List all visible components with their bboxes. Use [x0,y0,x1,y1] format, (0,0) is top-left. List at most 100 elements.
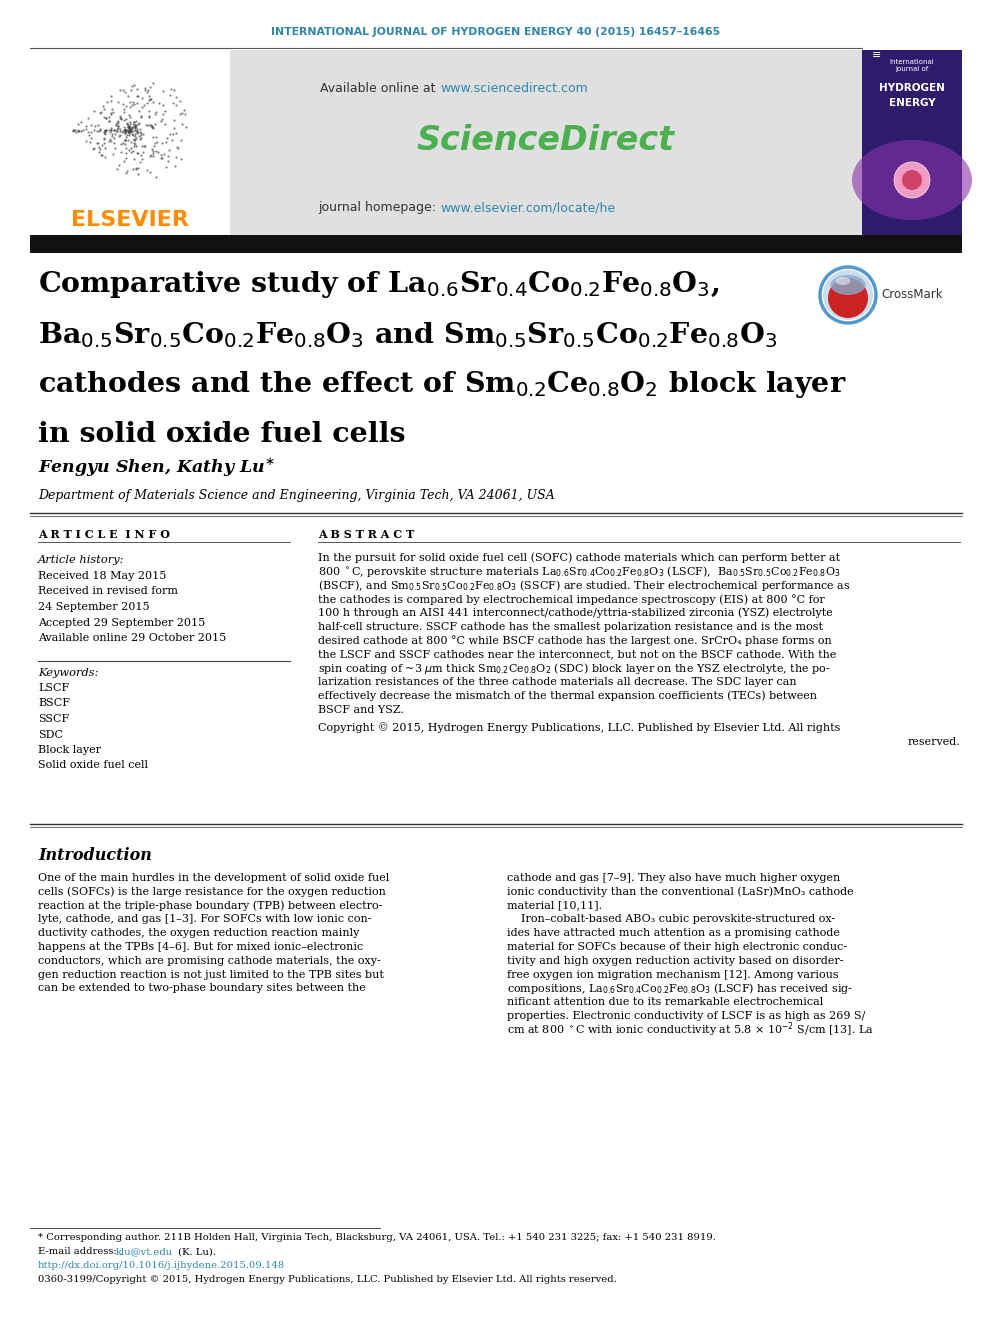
Point [102,128,118,149]
Point [144,139,160,160]
Point [156,103,172,124]
Text: Received in revised form: Received in revised form [38,586,178,597]
Point [171,138,186,159]
Point [164,130,180,151]
Text: cm at 800 $^\circ$C with ionic conductivity at 5.8 $\times$ 10$^{-2}$ S/cm [13].: cm at 800 $^\circ$C with ionic conductiv… [507,1020,874,1039]
Point [108,112,124,134]
Text: Available online 29 October 2015: Available online 29 October 2015 [38,632,226,643]
Point [102,122,118,143]
Text: INTERNATIONAL JOURNAL OF HYDROGEN ENERGY 40 (2015) 16457–16465: INTERNATIONAL JOURNAL OF HYDROGEN ENERGY… [272,26,720,37]
Point [113,108,129,130]
Point [119,119,135,140]
Point [126,116,142,138]
Point [117,134,133,155]
Point [120,116,136,138]
Point [145,143,161,164]
Text: nificant attention due to its remarkable electrochemical: nificant attention due to its remarkable… [507,998,823,1007]
Point [97,119,113,140]
Point [124,116,140,138]
Text: ductivity cathodes, the oxygen reduction reaction mainly: ductivity cathodes, the oxygen reduction… [38,929,359,938]
Point [80,122,96,143]
Point [127,130,143,151]
Circle shape [894,161,930,198]
Point [165,93,181,114]
Point [137,136,153,157]
Point [125,91,141,112]
Point [117,130,133,151]
Point [75,119,91,140]
Point [121,119,137,140]
Text: 100 h through an AISI 441 interconnect/cathode/yttria-stabilized zirconia (YSZ) : 100 h through an AISI 441 interconnect/c… [318,609,832,618]
Point [126,111,142,132]
Point [126,159,142,180]
Point [95,106,111,127]
Point [72,112,88,134]
Point [118,143,134,164]
Point [70,120,86,142]
Point [118,120,134,142]
Point [118,127,134,148]
Point [122,114,138,135]
Point [106,132,122,153]
Text: journal homepage:: journal homepage: [318,201,440,214]
Point [95,95,111,116]
Point [128,157,144,179]
Point [138,114,154,135]
Text: happens at the TPBs [4–6]. But for mixed ionic–electronic: happens at the TPBs [4–6]. But for mixed… [38,942,363,953]
Point [146,118,162,139]
Point [101,107,117,128]
Point [157,101,173,122]
Point [123,79,139,101]
Text: One of the main hurdles in the development of solid oxide fuel: One of the main hurdles in the developme… [38,873,389,882]
Point [119,112,135,134]
Point [118,148,134,169]
Point [107,123,123,144]
Point [119,112,135,134]
Point [117,130,133,151]
Text: In the pursuit for solid oxide fuel cell (SOFC) cathode materials which can perf: In the pursuit for solid oxide fuel cell… [318,553,840,564]
Point [166,123,182,144]
Point [118,95,134,116]
Point [86,119,102,140]
Text: cathode and gas [7–9]. They also have much higher oxygen: cathode and gas [7–9]. They also have mu… [507,873,840,882]
Point [159,156,175,177]
Point [80,107,96,128]
Point [143,114,159,135]
Point [162,123,178,144]
Point [109,112,125,134]
Point [174,148,189,169]
Text: HYDROGEN: HYDROGEN [879,83,945,93]
Text: cells (SOFCs) is the large resistance for the oxygen reduction: cells (SOFCs) is the large resistance fo… [38,886,386,897]
Point [124,75,140,97]
Text: BSCF: BSCF [38,699,70,709]
Point [92,139,108,160]
Point [97,120,113,142]
Point [83,122,99,143]
Point [131,112,147,134]
Point [78,116,94,138]
Point [116,101,132,122]
Point [96,98,112,119]
Point [92,119,108,140]
Point [103,131,119,152]
Point [133,128,149,149]
Point [133,122,149,143]
Point [80,124,96,146]
Point [124,123,140,144]
Point [112,107,128,128]
Point [116,149,132,171]
Point [117,123,133,144]
Point [122,119,138,140]
Text: ionic conductivity than the conventional (LaSr)MnO₃ cathode: ionic conductivity than the conventional… [507,886,854,897]
Point [92,119,108,140]
Point [118,138,134,159]
Point [106,119,122,140]
Point [153,147,169,168]
Point [120,130,136,151]
Point [121,105,137,126]
Text: (K. Lu).: (K. Lu). [175,1248,216,1257]
Point [142,85,158,106]
Point [158,131,174,152]
Text: 800 $^\circ$C, perovskite structure materials La$_{0.6}$Sr$_{0.4}$Co$_{0.2}$Fe$_: 800 $^\circ$C, perovskite structure mate… [318,565,840,579]
Point [123,119,139,140]
